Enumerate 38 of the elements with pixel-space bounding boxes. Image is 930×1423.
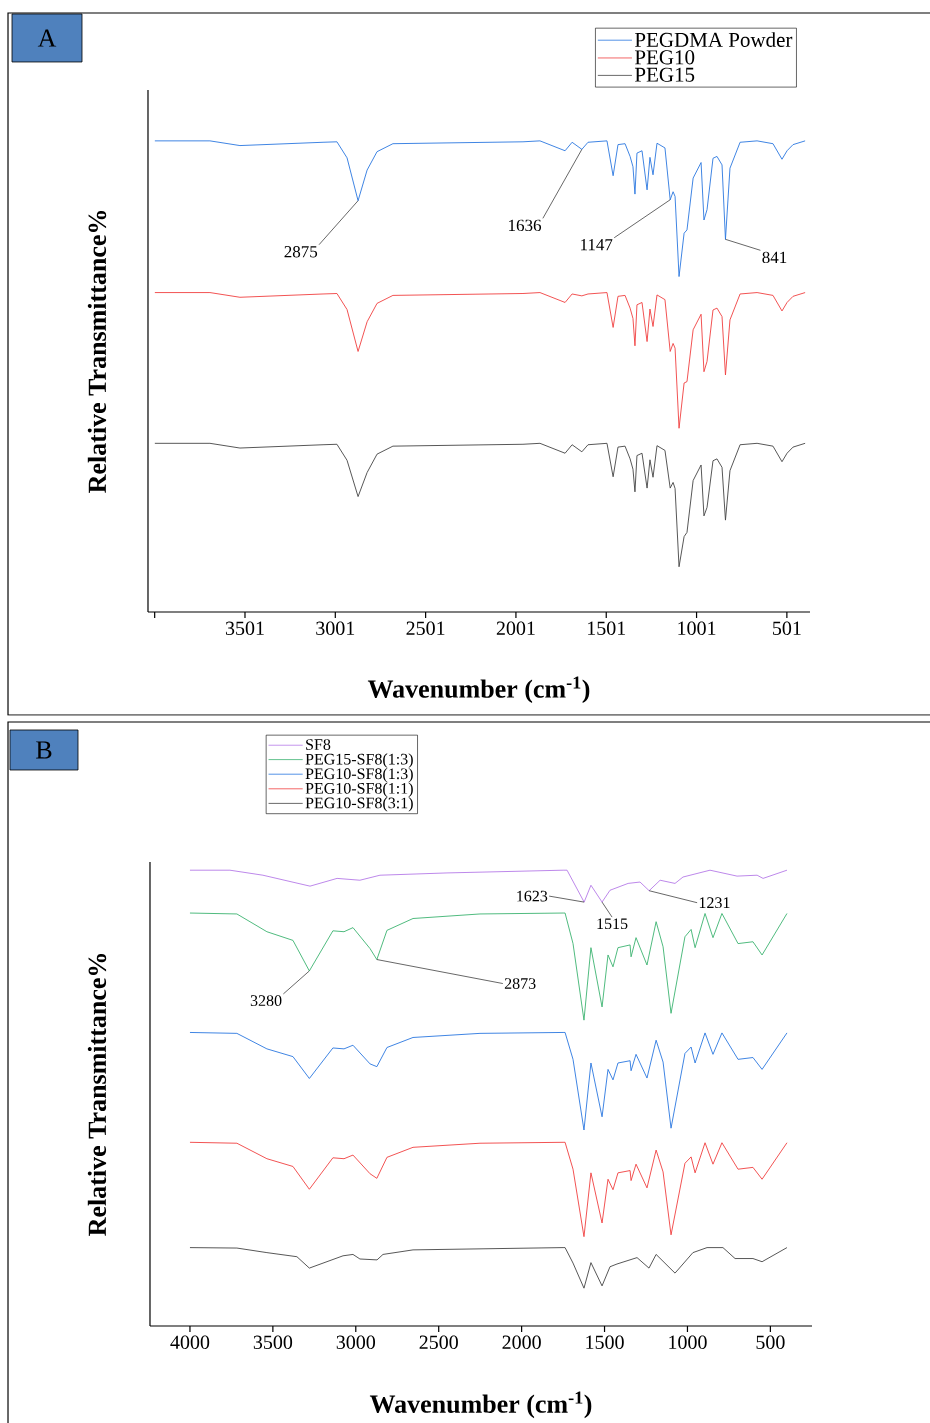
x-tick-label: 3001 bbox=[316, 621, 355, 636]
legend-label: SF8 bbox=[306, 739, 331, 750]
legend-label: PEG15-SF8(1:3) bbox=[305, 753, 413, 768]
x-tick-label: 2001 bbox=[496, 621, 535, 636]
x-tick-label: 500 bbox=[756, 1335, 785, 1350]
x-tick-label: 2500 bbox=[419, 1335, 458, 1350]
y-axis-title: Relative Transmittance% bbox=[87, 954, 107, 1236]
x-tick-label: 501 bbox=[773, 621, 801, 636]
x-axis-title: Wavenumber (cm$^{-1}$) bbox=[367, 676, 590, 704]
x-tick-label: 1500 bbox=[586, 1335, 624, 1350]
x-tick-label: 4000 bbox=[170, 1335, 210, 1350]
x-tick-label: 2501 bbox=[406, 621, 445, 636]
annotation: 1147 bbox=[581, 239, 613, 251]
annotation: 1515 bbox=[597, 918, 628, 930]
y-axis-title: Relative Transmittance% bbox=[87, 211, 107, 493]
annotation: 2875 bbox=[284, 246, 318, 258]
legend-label: PEG10 bbox=[634, 50, 695, 65]
annotation: 1231 bbox=[699, 897, 730, 909]
x-tick-label: 3000 bbox=[336, 1335, 376, 1350]
legend-label: PEG15 bbox=[634, 67, 695, 82]
x-tick-label: 3500 bbox=[253, 1335, 293, 1350]
chart-title: B bbox=[36, 741, 52, 759]
annotation: 841 bbox=[762, 251, 787, 264]
legend-label: PEG10-SF8(1:1) bbox=[305, 782, 413, 797]
x-tick-label: 1001 bbox=[678, 621, 716, 636]
x-tick-label: 1501 bbox=[588, 621, 626, 636]
legend-label: PEG10-SF8(3:1) bbox=[305, 797, 413, 812]
x-tick-label: 3501 bbox=[225, 621, 264, 636]
annotation: 1636 bbox=[509, 219, 542, 232]
x-tick-label: 2000 bbox=[502, 1335, 541, 1350]
annotation: 2873 bbox=[504, 978, 536, 989]
x-tick-label: 1000 bbox=[669, 1335, 707, 1350]
x-axis-title: Wavenumber (cm$^{-1}$) bbox=[369, 1391, 592, 1419]
legend-label: PEGDMA Powder bbox=[634, 32, 793, 47]
annotation: 3280 bbox=[250, 995, 282, 1007]
chart-title: A bbox=[37, 29, 57, 47]
annotation: 1623 bbox=[517, 890, 548, 902]
legend-label: PEG10-SF8(1:3) bbox=[305, 767, 413, 783]
